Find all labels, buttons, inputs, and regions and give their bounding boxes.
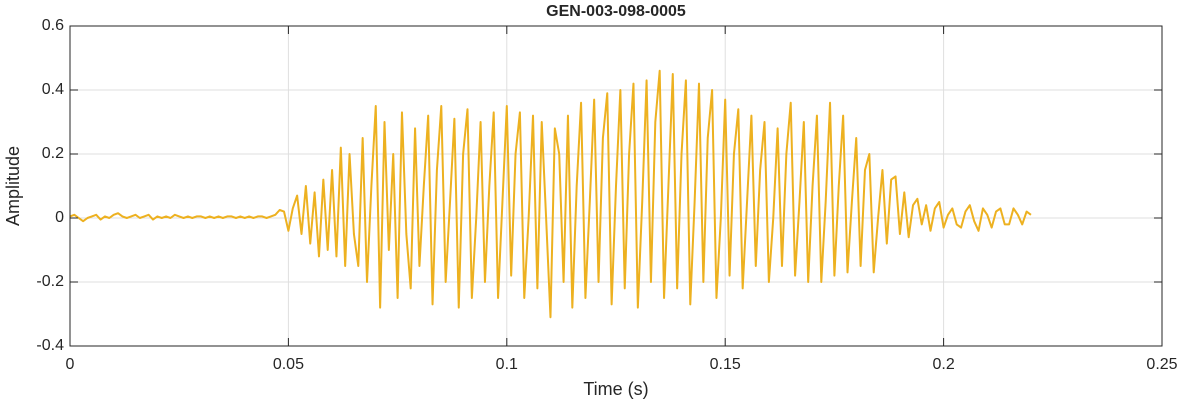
y-tick-label: 0	[55, 209, 64, 226]
x-tick-label: 0.2	[932, 356, 954, 373]
line-layer	[69, 69, 1032, 319]
chart-title: GEN-003-098-0005	[546, 3, 686, 20]
plot-frame	[69, 25, 1163, 347]
x-tick-label: 0.25	[1146, 356, 1177, 373]
y-tick-label: 0.6	[42, 17, 64, 34]
x-axis-label: Time (s)	[583, 379, 648, 399]
x-tick-label: 0.15	[710, 356, 741, 373]
y-tick-label: -0.4	[36, 337, 64, 354]
x-tick-label: 0.05	[273, 356, 304, 373]
y-tick-label: -0.2	[36, 273, 64, 290]
waveform-line	[69, 69, 1032, 319]
x-tick-label: 0.1	[496, 356, 518, 373]
y-tick-label: 0.4	[42, 81, 64, 98]
x-tick-label: 0	[66, 356, 75, 373]
y-axis-label: Amplitude	[3, 146, 23, 226]
y-tick-label: 0.2	[42, 145, 64, 162]
